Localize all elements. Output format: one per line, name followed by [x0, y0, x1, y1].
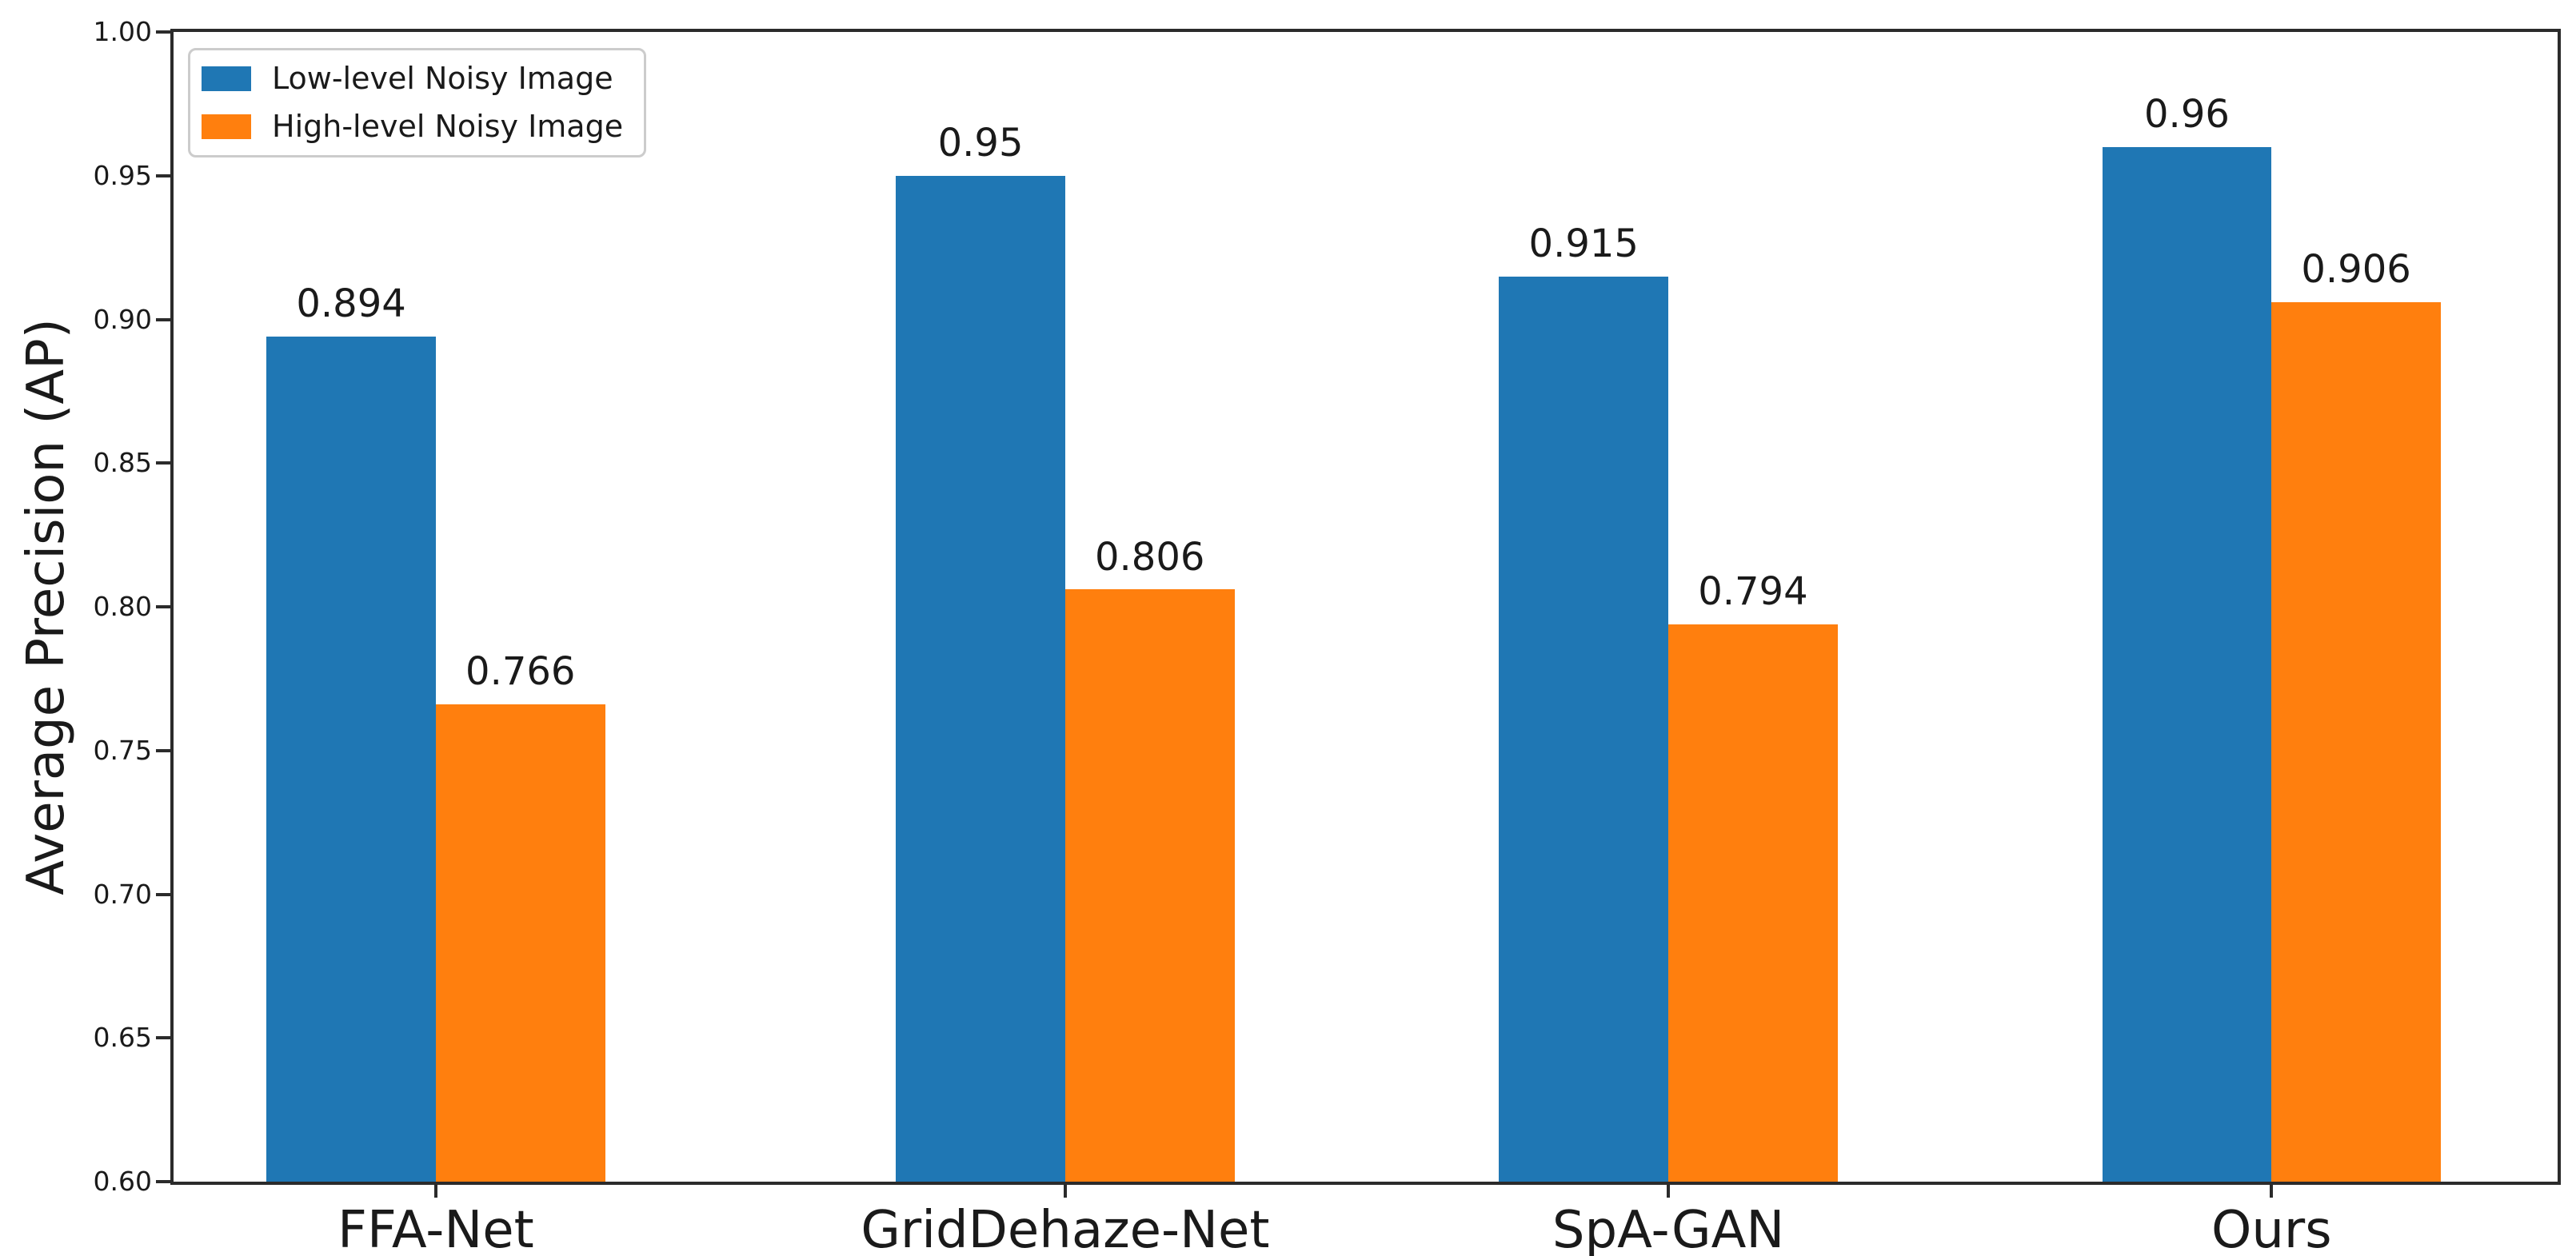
- y-tick-label-0-65: 0.65: [93, 1022, 152, 1054]
- x-tick-ours: [2270, 1185, 2274, 1198]
- legend-label: High-level Noisy Image: [272, 108, 624, 144]
- y-tick-0-90: [156, 317, 170, 321]
- bar-spa-gan-low-level-noisy-image: [1499, 276, 1669, 1182]
- legend-entry-low-level: Low-level Noisy Image: [202, 61, 623, 97]
- y-tick-label-0-95: 0.95: [93, 159, 152, 191]
- x-tick-label-griddehaze-net: GridDehaze-Net: [861, 1201, 1270, 1256]
- bar-value-label-griddehaze-net-low-level-noisy-image: 0.95: [937, 120, 1024, 165]
- bar-value-label-ffa-net-high-level-noisy-image: 0.766: [465, 649, 576, 695]
- legend-label: Low-level Noisy Image: [272, 61, 613, 96]
- bar-spa-gan-high-level-noisy-image: [1668, 624, 1838, 1182]
- x-tick-spa-gan: [1667, 1185, 1671, 1198]
- bar-value-label-ffa-net-low-level-noisy-image: 0.894: [296, 281, 406, 327]
- bar-value-label-spa-gan-high-level-noisy-image: 0.794: [1698, 568, 1808, 614]
- x-tick-griddehaze-net: [1063, 1185, 1067, 1198]
- bar-ours-low-level-noisy-image: [2102, 146, 2272, 1182]
- y-tick-0-60: [156, 1180, 170, 1183]
- y-tick-0-85: [156, 461, 170, 465]
- legend-swatch-blue-icon: [202, 66, 251, 92]
- y-tick-0-70: [156, 892, 170, 896]
- bar-griddehaze-net-low-level-noisy-image: [896, 175, 1065, 1182]
- x-tick-label-ours: Ours: [2211, 1201, 2332, 1256]
- bar-value-label-spa-gan-low-level-noisy-image: 0.915: [1528, 221, 1639, 266]
- bar-value-label-ours-high-level-noisy-image: 0.906: [2301, 247, 2411, 293]
- y-tick-label-0-80: 0.80: [93, 591, 152, 622]
- y-tick-0-65: [156, 1036, 170, 1040]
- legend-swatch-orange-icon: [202, 114, 251, 140]
- x-tick-label-ffa-net: FFA-Net: [337, 1201, 534, 1256]
- bar-ffa-net-high-level-noisy-image: [435, 704, 605, 1182]
- bar-ours-high-level-noisy-image: [2271, 301, 2441, 1182]
- y-tick-label-0-60: 0.60: [93, 1166, 152, 1197]
- bar-ffa-net-low-level-noisy-image: [266, 337, 436, 1182]
- bar-value-label-ours-low-level-noisy-image: 0.96: [2144, 92, 2230, 138]
- y-tick-1-00: [156, 30, 170, 34]
- legend: Low-level Noisy Image High-level Noisy I…: [188, 48, 647, 158]
- plot-area: Low-level Noisy Image High-level Noisy I…: [170, 29, 2561, 1185]
- legend-entry-high-level: High-level Noisy Image: [202, 108, 624, 145]
- y-tick-label-0-75: 0.75: [93, 734, 152, 766]
- y-tick-label-1-00: 1.00: [93, 16, 152, 47]
- y-tick-0-75: [156, 748, 170, 752]
- bar-value-label-griddehaze-net-high-level-noisy-image: 0.806: [1095, 534, 1205, 580]
- y-tick-0-95: [156, 173, 170, 177]
- y-tick-label-0-90: 0.90: [93, 303, 152, 335]
- y-tick-0-80: [156, 605, 170, 608]
- bar-griddehaze-net-high-level-noisy-image: [1064, 589, 1235, 1182]
- x-tick-ffa-net: [433, 1185, 437, 1198]
- x-tick-label-spa-gan: SpA-GAN: [1552, 1201, 1785, 1256]
- y-tick-label-0-70: 0.70: [93, 878, 152, 910]
- y-tick-label-0-85: 0.85: [93, 447, 152, 479]
